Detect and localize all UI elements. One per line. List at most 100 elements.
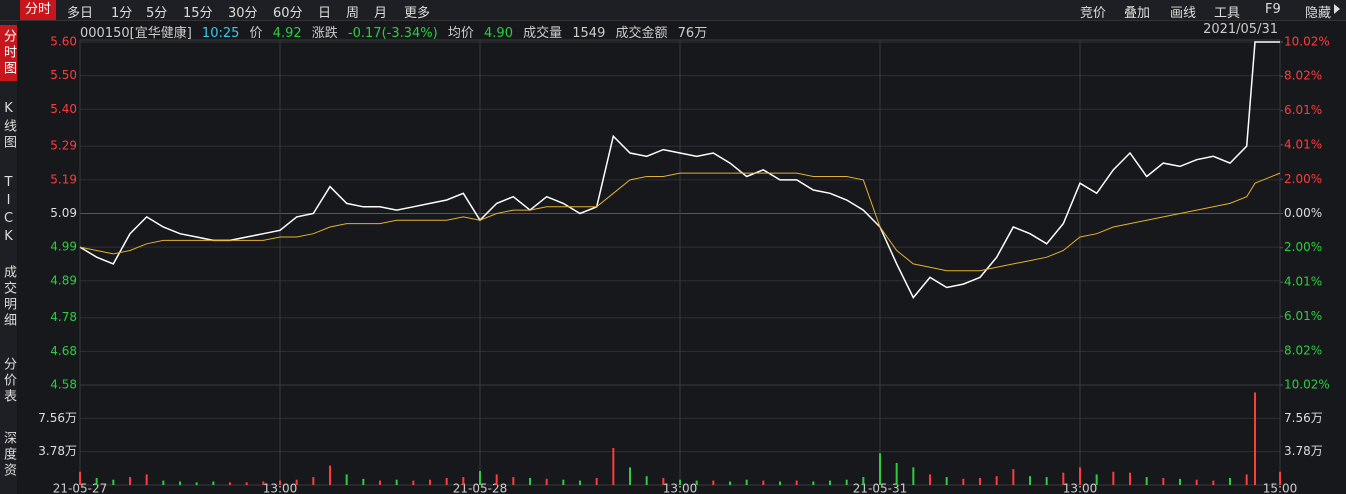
tab[interactable]: 60分 bbox=[273, 6, 303, 21]
volume-bar bbox=[879, 453, 881, 485]
tool[interactable]: 工具 bbox=[1214, 6, 1241, 21]
side-tab[interactable]: 分价表 bbox=[1, 357, 16, 405]
volume-bar bbox=[529, 477, 531, 485]
side-tab[interactable]: TICK bbox=[1, 175, 16, 247]
y-tick-label: 3.78万 bbox=[38, 444, 77, 458]
y-tick-label: 5.29 bbox=[50, 139, 77, 153]
volume-bar bbox=[745, 479, 748, 485]
y-tick-label: 5.09 bbox=[50, 206, 77, 220]
tab[interactable]: 更多 bbox=[404, 6, 431, 21]
date: 2021/05/31 bbox=[1203, 22, 1278, 37]
y2-tick-label: 4.01% bbox=[1284, 275, 1322, 289]
y-tick-label: 4.89 bbox=[50, 273, 77, 287]
y2-tick-label: 10.02% bbox=[1284, 35, 1330, 49]
volume-bar bbox=[679, 479, 681, 485]
volume-bar bbox=[629, 467, 631, 485]
tool[interactable]: 画线 bbox=[1170, 6, 1197, 21]
volume-bar bbox=[395, 479, 398, 485]
y2-tick-label: 4.01% bbox=[1284, 137, 1322, 151]
volume-bar bbox=[1245, 474, 1248, 485]
tool[interactable]: 叠加 bbox=[1124, 6, 1151, 21]
stock-code: 000150[宜华健康] bbox=[80, 26, 192, 41]
side-tab[interactable]: 分时图 bbox=[0, 25, 17, 81]
y2-tick-label: 10.02% bbox=[1284, 378, 1330, 392]
volume-bar bbox=[862, 477, 865, 485]
volume-bar bbox=[695, 480, 698, 485]
tab[interactable]: 5分 bbox=[146, 6, 168, 21]
volume-bar bbox=[495, 474, 498, 485]
volume-bar bbox=[445, 477, 448, 485]
y-tick-label: 5.40 bbox=[50, 102, 77, 116]
y-tick-label: 4.58 bbox=[50, 378, 77, 392]
x-tick-label: 13:00 bbox=[1063, 482, 1098, 494]
x-tick-label: 13:00 bbox=[263, 482, 298, 494]
volume-bar bbox=[962, 478, 965, 485]
tool[interactable]: F9 bbox=[1265, 2, 1281, 17]
volume-bar bbox=[1254, 392, 1256, 485]
tab[interactable]: 30分 bbox=[228, 6, 258, 21]
y-tick-label: 4.68 bbox=[50, 344, 77, 358]
volume-bar bbox=[279, 480, 281, 485]
side-tab[interactable]: 成交明细 bbox=[1, 265, 16, 329]
volume-bar bbox=[829, 480, 831, 485]
volume-bar bbox=[562, 479, 565, 485]
avg-label: 均价 bbox=[447, 26, 474, 41]
side-tab[interactable]: K线图 bbox=[1, 101, 16, 151]
volume-bar bbox=[912, 467, 915, 485]
volume-bar bbox=[1012, 469, 1015, 485]
price-line bbox=[79, 172, 1281, 272]
tab[interactable]: 周 bbox=[346, 6, 360, 21]
volume-bar bbox=[729, 481, 731, 485]
volume-bar bbox=[895, 462, 898, 485]
volume-bar bbox=[95, 477, 98, 485]
volume-bar bbox=[479, 470, 481, 485]
price-line bbox=[79, 41, 1280, 299]
sidebar: 分时图 K线图 TICK 成交明细分价表深度资 bbox=[0, 21, 17, 494]
y-tick-label: 5.19 bbox=[50, 172, 77, 186]
tab[interactable]: 日 bbox=[318, 6, 332, 21]
volume-bar bbox=[712, 480, 715, 485]
volume-bar bbox=[812, 481, 815, 485]
y2-tick-label: 6.01% bbox=[1284, 103, 1322, 117]
tool[interactable]: 隐藏 bbox=[1305, 6, 1332, 21]
volume-bar bbox=[179, 481, 181, 485]
x-tick-label: 15:00 bbox=[1263, 482, 1298, 494]
change: -0.17(-3.34%) bbox=[347, 26, 438, 41]
volume-bar bbox=[595, 477, 598, 485]
tab[interactable]: 15分 bbox=[183, 6, 213, 21]
tool[interactable]: 竞价 bbox=[1080, 6, 1107, 21]
volume-label: 成交量 bbox=[523, 26, 563, 41]
volume-bar bbox=[1062, 472, 1065, 485]
volume-bar bbox=[1045, 477, 1048, 485]
volume-bar bbox=[245, 482, 248, 485]
volume-bar bbox=[979, 477, 981, 485]
volume-bar bbox=[995, 476, 998, 485]
side-tab[interactable]: 深度资 bbox=[1, 431, 16, 479]
y2-tick-label: 8.02% bbox=[1284, 343, 1322, 357]
volume-bar bbox=[212, 481, 215, 485]
volume-bar bbox=[362, 478, 365, 485]
volume-bar bbox=[1079, 467, 1081, 485]
x-tick-label: 21-05-28 bbox=[453, 482, 507, 494]
volume-bar bbox=[412, 480, 415, 485]
tab[interactable]: 1分 bbox=[111, 6, 133, 21]
volume-bar bbox=[545, 478, 548, 485]
change-label: 涨跌 bbox=[311, 26, 338, 41]
y-tick-label: 3.78万 bbox=[1284, 444, 1323, 458]
toolbar: 分时 多日 1分 5分 15分 30分 60分日周月 更多 竞价 叠加 画线 工具 F9 隐藏 bbox=[0, 0, 1346, 21]
tab[interactable]: 多日 bbox=[67, 6, 94, 21]
volume-bar bbox=[779, 481, 781, 485]
volume-bar bbox=[512, 477, 515, 485]
volume-bar bbox=[229, 482, 231, 485]
volume-bar bbox=[1195, 479, 1198, 485]
volume-bar bbox=[295, 479, 298, 485]
tab[interactable]: 分时 bbox=[20, 0, 57, 20]
tab[interactable]: 月 bbox=[374, 6, 388, 21]
volume-bar bbox=[462, 477, 465, 485]
volume-bar bbox=[162, 480, 165, 485]
y2-tick-label: 6.01% bbox=[1284, 309, 1322, 323]
volume-bar bbox=[612, 447, 615, 485]
volume-bar bbox=[329, 465, 331, 485]
y-tick-label: 7.56万 bbox=[38, 411, 77, 425]
volume-bar bbox=[312, 477, 315, 485]
